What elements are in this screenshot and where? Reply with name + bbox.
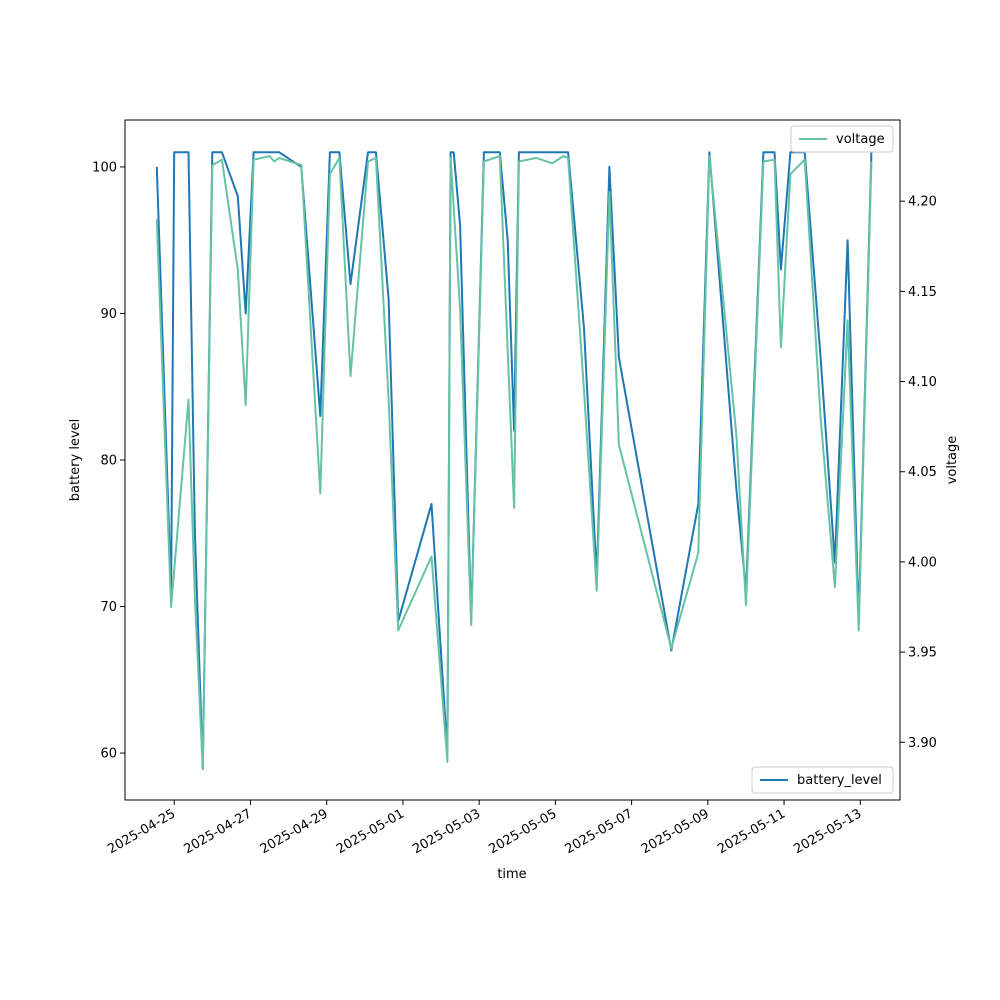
right-y-tick-label: 3.90 (908, 736, 937, 751)
left-y-tick-label: 100 (92, 160, 117, 175)
right-y-tick-label: 4.05 (908, 465, 937, 480)
legend-battery: battery_level (751, 766, 894, 794)
right-y-tick-label: 4.20 (908, 195, 937, 210)
left-y-tick-label: 70 (100, 600, 117, 615)
legend-voltage-label: voltage (836, 132, 885, 147)
left-y-tick-label: 90 (100, 307, 117, 322)
left-y-axis-label: battery level (68, 419, 83, 502)
series-line-voltage (155, 155, 873, 771)
right-y-tick-label: 3.95 (908, 646, 937, 661)
series-line-battery-level (155, 151, 873, 769)
legend-battery-box (751, 766, 894, 794)
legend-battery-label: battery_level (797, 773, 882, 788)
right-y-axis-label: voltage (945, 436, 960, 485)
x-axis-label: time (497, 867, 526, 882)
right-y-tick-label: 4.15 (908, 285, 937, 300)
plot-frame (124, 119, 901, 801)
left-y-tick-label: 80 (100, 454, 117, 469)
right-y-tick-label: 4.00 (908, 555, 937, 570)
left-y-axis-ticks: 60 70 80 90 100 (92, 160, 125, 762)
legend-voltage: voltage (790, 125, 894, 153)
right-y-tick-label: 4.10 (908, 375, 937, 390)
legend-voltage-box (790, 125, 894, 153)
left-y-tick-label: 60 (100, 747, 117, 762)
right-y-axis-ticks: 3.90 3.95 4.00 4.05 4.10 4.15 4.20 (900, 195, 937, 751)
